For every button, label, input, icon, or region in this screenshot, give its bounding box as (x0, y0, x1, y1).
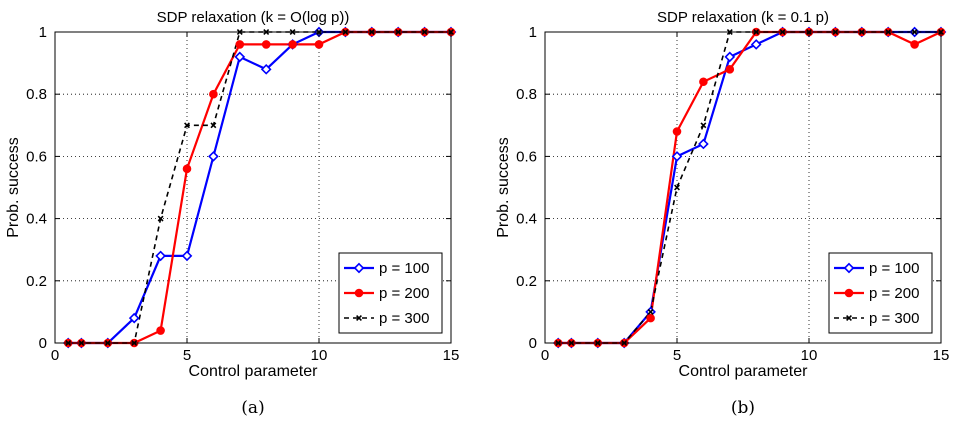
y-tick-label: 0.4 (516, 211, 537, 228)
y-axis-label: Prob. success (5, 137, 22, 237)
y-tick-label: 0 (39, 335, 47, 352)
data-point-diamond (843, 262, 855, 274)
data-point-x (674, 184, 680, 191)
data-point-diamond (181, 250, 193, 262)
data-point-diamond (128, 312, 140, 324)
data-point-circle (844, 288, 854, 298)
legend-label: p = 100 (869, 260, 919, 277)
x-tick-label: 10 (311, 347, 328, 364)
legend-label: p = 100 (379, 260, 429, 277)
legend-entry: p = 300 (344, 310, 429, 327)
panel-caption: (a) (241, 398, 264, 418)
legend-entry: p = 100 (344, 260, 429, 277)
data-point-x (356, 315, 362, 321)
data-point-circle (910, 40, 919, 49)
chart-title: SDP relaxation (k = O(log p)) (157, 9, 350, 26)
y-tick-label: 0.6 (26, 148, 47, 165)
data-point-x (184, 122, 190, 129)
data-point-circle (182, 164, 192, 174)
data-point-diamond (750, 39, 762, 50)
data-point-diamond (724, 51, 736, 63)
data-point-circle (209, 89, 218, 99)
data-point-circle (314, 40, 324, 49)
data-point-diamond (353, 262, 365, 274)
data-point-circle (725, 65, 735, 74)
panel-caption: (b) (731, 398, 755, 418)
y-tick-label: 0.4 (26, 211, 47, 228)
y-tick-label: 0.8 (26, 86, 47, 103)
legend-label: p = 200 (869, 285, 919, 302)
data-point-diamond (698, 138, 709, 150)
data-point-diamond (208, 151, 219, 162)
data-point-x (157, 215, 164, 222)
data-point-diamond (234, 51, 246, 63)
legend: p = 100 p = 200 p = 300 (828, 252, 933, 334)
y-axis-label: Prob. success (495, 137, 512, 237)
y-tick-label: 0.8 (516, 86, 537, 103)
data-point-diamond (260, 63, 272, 75)
legend: p = 100 p = 200 p = 300 (338, 252, 443, 334)
chart-panel-b: 0 5 10 15 0 0.2 0.4 0.6 0.8 1 SDP relaxation (k = … (495, 9, 949, 418)
data-point-x (700, 122, 707, 129)
data-point-circle (672, 127, 682, 136)
x-axis-label: Control parameter (679, 363, 809, 380)
axes-box (544, 31, 942, 344)
legend-label: p = 300 (869, 310, 919, 327)
legend-label: p = 300 (379, 310, 429, 327)
legend-label: p = 200 (379, 285, 429, 302)
y-tick-label: 1 (529, 24, 537, 41)
data-point-x (846, 315, 852, 321)
x-tick-label: 15 (443, 347, 460, 364)
y-tick-label: 1 (39, 24, 47, 41)
data-point-circle (235, 40, 245, 49)
x-tick-label: 5 (183, 347, 191, 364)
legend-entry: p = 200 (834, 285, 919, 302)
y-tick-label: 0.2 (516, 273, 537, 290)
y-tick-label: 0.2 (26, 273, 47, 290)
chart-panel-a: 0 5 10 15 0 0.2 0.4 0.6 0.8 1 SDP relaxation (k = … (5, 9, 459, 418)
data-point-circle (699, 77, 708, 87)
data-point-circle (646, 313, 655, 323)
x-tick-label: 0 (51, 347, 59, 364)
data-point-circle (261, 40, 271, 49)
data-point-x (647, 308, 654, 315)
data-point-diamond (155, 250, 166, 262)
y-tick-label: 0.6 (516, 148, 537, 165)
data-point-circle (156, 326, 165, 335)
y-tick-label: 0 (529, 335, 537, 352)
x-axis-label: Control parameter (189, 363, 319, 380)
legend-entry: p = 200 (344, 285, 429, 302)
x-tick-label: 15 (933, 347, 950, 364)
data-point-circle (354, 288, 364, 298)
legend-entry: p = 100 (834, 260, 919, 277)
x-tick-label: 5 (673, 347, 681, 364)
chart-title: SDP relaxation (k = 0.1 p) (657, 9, 829, 26)
data-point-circle (288, 40, 297, 49)
legend-entry: p = 300 (834, 310, 919, 327)
data-point-diamond (671, 151, 683, 162)
x-tick-label: 10 (801, 347, 818, 364)
data-point-x (210, 122, 217, 129)
axes-box (54, 31, 452, 344)
x-tick-label: 0 (541, 347, 549, 364)
